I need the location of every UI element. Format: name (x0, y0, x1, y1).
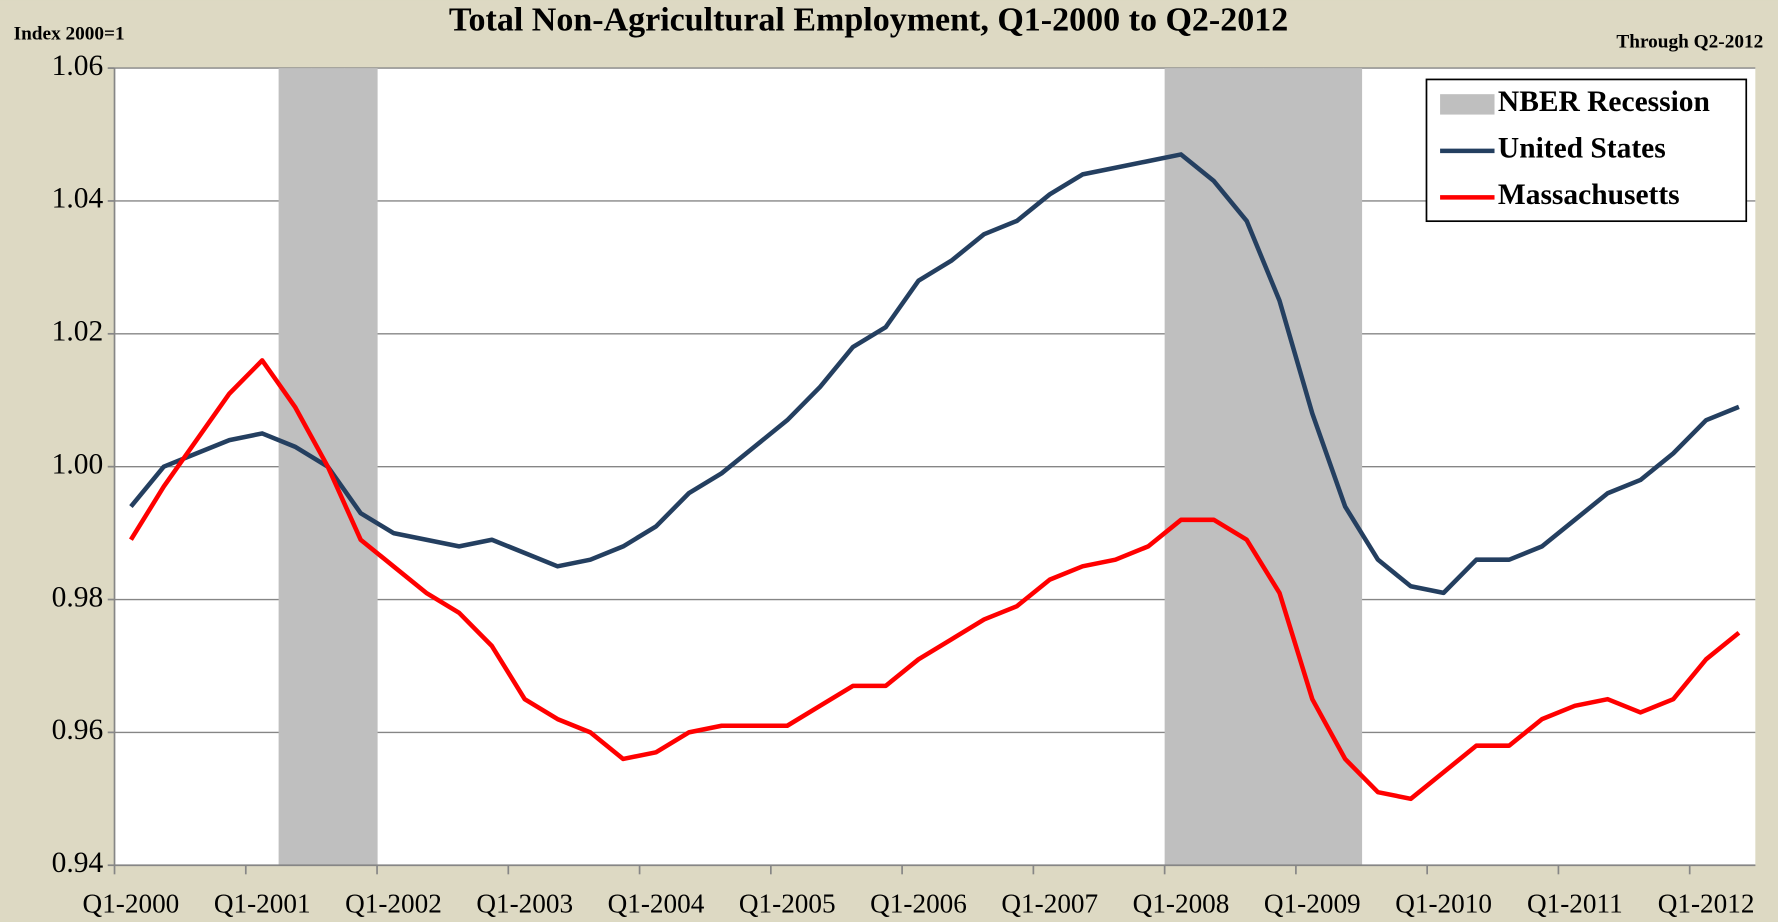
x-tick-label: Q1-2012 (1658, 888, 1755, 918)
recession-bar (344, 68, 378, 866)
x-tick-label: Q1-2002 (345, 888, 442, 918)
series-line (129, 152, 1740, 596)
recession-bar (1230, 68, 1264, 866)
x-tick-label: Q1-2009 (1264, 888, 1361, 918)
legend-swatch (1440, 94, 1495, 115)
legend-label: Massachusetts (1498, 179, 1680, 211)
y-axis-label: Index 2000=1 (14, 24, 125, 45)
x-tick-label: Q1-2011 (1527, 888, 1623, 918)
x-tick-label: Q1-2003 (476, 888, 573, 918)
recession-bar (1328, 68, 1363, 866)
x-tick-label: Q1-2005 (739, 888, 836, 918)
legend-label: NBER Recession (1498, 86, 1710, 118)
y-tick-label: 0.94 (52, 847, 104, 879)
x-tick-label: Q1-2006 (870, 888, 967, 918)
x-tick-label: Q1-2001 (214, 888, 311, 918)
recession-bar (1164, 68, 1199, 866)
x-tick-label: Q1-2004 (608, 888, 705, 918)
x-tick-label: Q1-2000 (83, 888, 180, 918)
y-tick-label: 0.98 (52, 581, 104, 613)
x-tick-label: Q1-2010 (1395, 888, 1492, 918)
chart-title: Total Non-Agricultural Employment, Q1-20… (449, 2, 1288, 39)
x-tick-label: Q1-2007 (1001, 888, 1098, 918)
series-line (129, 358, 1741, 802)
recession-bar (1197, 68, 1231, 866)
y-tick-label: 1.04 (52, 183, 104, 215)
annotation: Through Q2-2012 (1616, 32, 1763, 53)
y-tick-label: 0.96 (52, 714, 104, 746)
x-tick-label: Q1-2008 (1133, 888, 1230, 918)
y-tick-label: 1.02 (52, 316, 104, 348)
recession-bar (1295, 68, 1330, 866)
y-tick-label: 1.00 (52, 448, 104, 480)
legend-label: United States (1498, 133, 1666, 165)
y-tick-label: 1.06 (52, 50, 104, 82)
recession-bar (278, 68, 312, 866)
recession-bar (1263, 68, 1297, 866)
